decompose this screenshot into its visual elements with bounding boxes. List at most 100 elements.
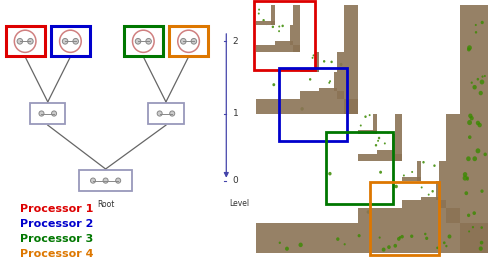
Text: 1: 1 bbox=[233, 109, 238, 118]
Bar bbox=[436, 181, 439, 200]
Circle shape bbox=[479, 91, 483, 95]
Circle shape bbox=[443, 241, 446, 244]
Bar bbox=[395, 114, 402, 161]
Circle shape bbox=[471, 82, 473, 84]
Bar bbox=[169, 27, 208, 56]
Bar bbox=[377, 150, 395, 154]
Circle shape bbox=[60, 30, 81, 52]
Bar bbox=[402, 161, 421, 181]
Bar bbox=[344, 5, 358, 114]
Circle shape bbox=[146, 38, 151, 44]
Circle shape bbox=[357, 234, 361, 237]
Circle shape bbox=[116, 178, 121, 183]
Bar bbox=[358, 130, 377, 134]
Bar bbox=[256, 5, 275, 25]
Circle shape bbox=[28, 38, 33, 44]
Circle shape bbox=[431, 190, 434, 192]
Circle shape bbox=[480, 79, 484, 84]
Text: Processor 4: Processor 4 bbox=[20, 249, 94, 258]
Bar bbox=[358, 208, 460, 223]
Circle shape bbox=[397, 237, 401, 241]
Bar bbox=[79, 170, 132, 191]
Circle shape bbox=[479, 246, 483, 251]
Bar bbox=[402, 177, 421, 181]
Circle shape bbox=[484, 75, 486, 77]
Circle shape bbox=[476, 148, 480, 153]
Circle shape bbox=[313, 54, 315, 57]
Circle shape bbox=[39, 111, 44, 116]
Circle shape bbox=[298, 243, 303, 247]
Bar bbox=[358, 154, 402, 161]
Circle shape bbox=[484, 152, 487, 156]
Bar bbox=[446, 114, 460, 223]
Circle shape bbox=[410, 167, 413, 170]
Circle shape bbox=[328, 82, 330, 84]
Bar bbox=[293, 5, 300, 52]
Bar bbox=[421, 181, 439, 200]
Circle shape bbox=[135, 38, 141, 44]
Text: Processor 1: Processor 1 bbox=[20, 204, 94, 214]
Circle shape bbox=[360, 124, 362, 126]
Circle shape bbox=[262, 19, 265, 22]
Circle shape bbox=[330, 61, 333, 63]
Bar bbox=[290, 25, 293, 45]
Circle shape bbox=[480, 241, 483, 245]
Circle shape bbox=[476, 121, 480, 125]
Circle shape bbox=[423, 161, 424, 164]
Bar bbox=[275, 41, 293, 45]
Bar bbox=[30, 103, 66, 124]
Circle shape bbox=[482, 75, 484, 78]
Bar bbox=[256, 5, 300, 52]
Circle shape bbox=[329, 80, 331, 82]
Circle shape bbox=[367, 210, 370, 214]
Circle shape bbox=[379, 236, 381, 239]
Circle shape bbox=[91, 178, 96, 183]
Circle shape bbox=[73, 38, 78, 44]
Text: Processor 3: Processor 3 bbox=[20, 234, 93, 244]
Circle shape bbox=[261, 8, 264, 11]
Circle shape bbox=[403, 174, 405, 176]
Bar bbox=[334, 72, 337, 91]
Circle shape bbox=[467, 47, 471, 52]
Circle shape bbox=[364, 115, 367, 118]
Bar bbox=[256, 21, 275, 25]
Circle shape bbox=[445, 245, 448, 247]
Circle shape bbox=[265, 22, 268, 25]
Circle shape bbox=[272, 26, 274, 28]
Bar bbox=[421, 197, 439, 200]
Circle shape bbox=[178, 30, 199, 52]
Bar bbox=[256, 99, 358, 114]
Circle shape bbox=[428, 194, 430, 196]
Circle shape bbox=[400, 235, 404, 238]
Circle shape bbox=[157, 111, 162, 116]
Circle shape bbox=[468, 135, 471, 139]
Circle shape bbox=[14, 30, 36, 52]
Circle shape bbox=[191, 38, 197, 44]
Bar bbox=[300, 52, 318, 72]
Circle shape bbox=[466, 176, 469, 179]
Circle shape bbox=[340, 63, 343, 66]
Bar bbox=[358, 114, 460, 223]
Bar bbox=[326, 132, 393, 204]
Circle shape bbox=[472, 156, 477, 161]
Circle shape bbox=[464, 191, 468, 195]
Bar bbox=[51, 27, 90, 56]
Circle shape bbox=[468, 114, 472, 118]
Bar bbox=[402, 161, 446, 208]
Circle shape bbox=[17, 38, 23, 44]
Circle shape bbox=[369, 114, 371, 116]
Bar bbox=[300, 68, 318, 72]
Bar bbox=[358, 114, 377, 134]
Circle shape bbox=[472, 211, 476, 215]
Circle shape bbox=[336, 237, 340, 241]
Bar bbox=[318, 72, 337, 91]
Circle shape bbox=[448, 235, 452, 239]
Circle shape bbox=[477, 78, 479, 80]
Circle shape bbox=[133, 30, 154, 52]
Bar bbox=[439, 161, 446, 208]
Bar bbox=[256, 223, 488, 253]
Circle shape bbox=[328, 172, 332, 175]
Circle shape bbox=[410, 235, 413, 238]
Circle shape bbox=[279, 241, 281, 244]
Circle shape bbox=[436, 247, 439, 249]
